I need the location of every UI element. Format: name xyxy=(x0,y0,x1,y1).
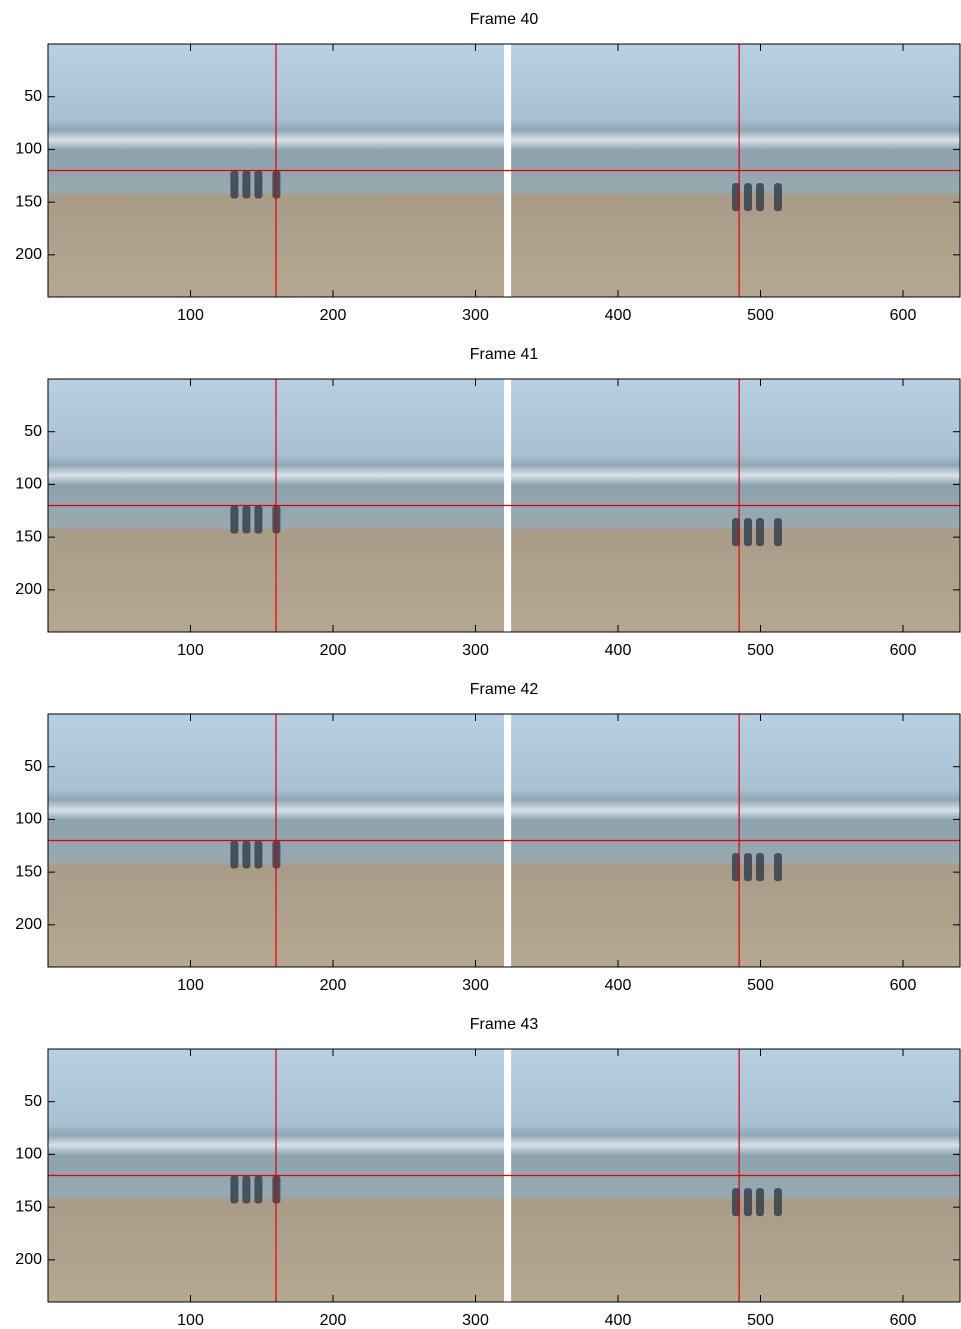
y-tick-label: 150 xyxy=(15,193,42,210)
y-tick-label: 100 xyxy=(15,1146,42,1163)
figure-silhouette xyxy=(774,853,782,881)
panel-title: Frame 43 xyxy=(470,1016,539,1033)
figure-silhouette xyxy=(230,1176,238,1204)
x-tick-label: 600 xyxy=(890,642,917,659)
x-tick-label: 400 xyxy=(605,1312,632,1329)
y-tick-label: 50 xyxy=(24,758,42,775)
figure-silhouette xyxy=(774,183,782,211)
figure-silhouette xyxy=(744,853,752,881)
figure-silhouette xyxy=(230,841,238,869)
x-tick-label: 500 xyxy=(747,1312,774,1329)
panel-title: Frame 40 xyxy=(470,11,539,28)
x-tick-label: 300 xyxy=(462,1312,489,1329)
figure-silhouette xyxy=(756,518,764,546)
x-tick-label: 400 xyxy=(605,977,632,994)
x-tick-label: 100 xyxy=(177,307,204,324)
figure-silhouette xyxy=(242,171,250,199)
x-tick-label: 400 xyxy=(605,307,632,324)
figure-silhouette xyxy=(756,853,764,881)
figure: Frame 40 100 200 300 400 500 600 50 100 150 200 Fra… xyxy=(0,0,961,1329)
x-tick-label: 500 xyxy=(747,977,774,994)
figure-silhouette xyxy=(254,171,262,199)
y-tick-label: 150 xyxy=(15,863,42,880)
y-tick-label: 150 xyxy=(15,1198,42,1215)
x-tick-label: 400 xyxy=(605,642,632,659)
x-tick-label: 600 xyxy=(890,307,917,324)
x-tick-label: 500 xyxy=(747,642,774,659)
y-tick-label: 200 xyxy=(15,1251,42,1268)
figure-silhouette xyxy=(774,518,782,546)
y-tick-label: 50 xyxy=(24,423,42,440)
x-tick-label: 100 xyxy=(177,977,204,994)
figure-silhouette xyxy=(254,506,262,534)
figure-silhouette xyxy=(242,841,250,869)
panel-title: Frame 42 xyxy=(470,681,539,698)
figure-silhouette xyxy=(254,841,262,869)
figure-silhouette xyxy=(744,183,752,211)
figure-silhouette xyxy=(756,183,764,211)
figure-silhouette xyxy=(744,518,752,546)
x-tick-label: 600 xyxy=(890,977,917,994)
y-tick-label: 150 xyxy=(15,528,42,545)
figure-silhouette xyxy=(242,1176,250,1204)
x-tick-label: 200 xyxy=(320,307,347,324)
figure-silhouette xyxy=(254,1176,262,1204)
y-tick-label: 100 xyxy=(15,811,42,828)
figure-silhouette xyxy=(230,171,238,199)
x-tick-label: 100 xyxy=(177,642,204,659)
x-tick-label: 300 xyxy=(462,977,489,994)
figure-silhouette xyxy=(242,506,250,534)
page: {"chart_data": [ {"type": "image", "titl… xyxy=(0,0,961,1329)
x-tick-label: 200 xyxy=(320,642,347,659)
x-tick-label: 500 xyxy=(747,307,774,324)
x-tick-label: 200 xyxy=(320,977,347,994)
x-tick-label: 300 xyxy=(462,642,489,659)
panel-title: Frame 41 xyxy=(470,346,539,363)
y-tick-label: 50 xyxy=(24,1093,42,1110)
y-tick-label: 100 xyxy=(15,476,42,493)
y-tick-label: 200 xyxy=(15,246,42,263)
figure-silhouette xyxy=(230,506,238,534)
x-tick-label: 200 xyxy=(320,1312,347,1329)
x-tick-label: 300 xyxy=(462,307,489,324)
y-tick-label: 200 xyxy=(15,916,42,933)
figure-silhouette xyxy=(744,1188,752,1216)
figure-silhouette xyxy=(774,1188,782,1216)
y-tick-label: 200 xyxy=(15,581,42,598)
y-tick-label: 50 xyxy=(24,88,42,105)
figure-silhouette xyxy=(756,1188,764,1216)
y-tick-label: 100 xyxy=(15,141,42,158)
x-tick-label: 100 xyxy=(177,1312,204,1329)
x-tick-label: 600 xyxy=(890,1312,917,1329)
